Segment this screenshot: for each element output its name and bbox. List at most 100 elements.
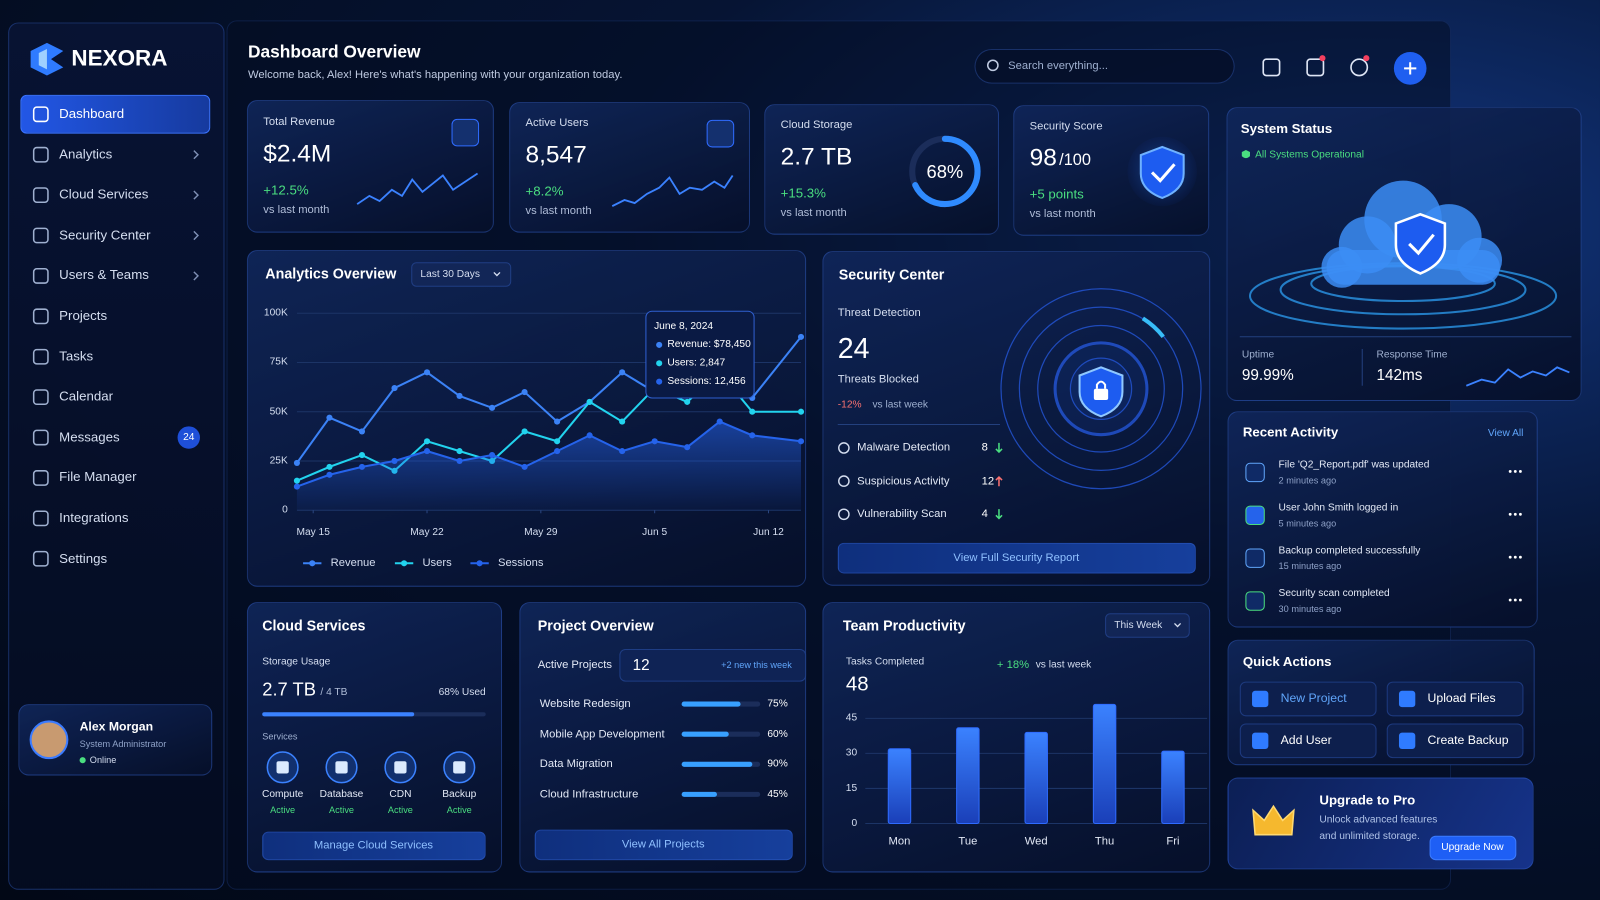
- service-name: CDN: [389, 789, 412, 801]
- kpi-note: vs last month: [263, 203, 330, 216]
- service-name: Backup: [442, 789, 477, 801]
- y-tick-label: 0: [851, 817, 858, 829]
- project-pct: 45%: [767, 788, 788, 800]
- activity-time: 2 minutes ago: [1278, 475, 1337, 486]
- kpi-label: Total Revenue: [263, 115, 336, 129]
- x-tick-label: May 22: [410, 526, 444, 539]
- kpi-label: Active Users: [525, 117, 589, 130]
- button-label[interactable]: Upgrade Now: [1441, 842, 1504, 854]
- nav-item[interactable]: Integrations: [59, 509, 129, 526]
- range-label[interactable]: This Week: [1114, 619, 1163, 631]
- kpi-value: 8,547: [525, 141, 587, 169]
- legend-label: Sessions: [497, 556, 544, 570]
- nav-item[interactable]: Cloud Services: [59, 186, 149, 202]
- item-label: Malware Detection: [857, 441, 951, 454]
- tooltip-date: June 8, 2024: [654, 320, 714, 332]
- action-label[interactable]: New Project: [1280, 690, 1347, 706]
- count-label: Threats Blocked: [837, 373, 919, 386]
- panel-title: Project Overview: [537, 617, 654, 634]
- project-button[interactable]: [534, 829, 793, 861]
- subtitle: Threat Detection: [837, 306, 921, 320]
- item-count: 8: [981, 441, 988, 454]
- service-name: Database: [319, 789, 364, 801]
- status-text: All Systems Operational: [1255, 149, 1364, 161]
- storage-used: 2.7 TB: [262, 679, 317, 700]
- nav-item[interactable]: Settings: [59, 550, 108, 566]
- project-name: Mobile App Development: [539, 727, 665, 740]
- search-box[interactable]: [974, 48, 1235, 84]
- item-label: Suspicious Activity: [857, 474, 950, 487]
- nav-item[interactable]: Projects: [59, 307, 108, 323]
- kpi-value: 2.7 TB: [780, 143, 853, 171]
- y-tick-label: 15: [845, 782, 858, 794]
- activity-text: User John Smith logged in: [1278, 502, 1399, 514]
- nav-item[interactable]: File Manager: [59, 469, 137, 485]
- x-tick-label: May 29: [524, 526, 558, 539]
- upgrade-title: Upgrade to Pro: [1319, 792, 1416, 808]
- action-label[interactable]: Upload Files: [1427, 690, 1496, 706]
- page-title: Dashboard Overview: [247, 42, 421, 62]
- project-pct: 60%: [767, 728, 788, 740]
- service-name: Compute: [261, 789, 304, 801]
- activity-time: 15 minutes ago: [1278, 561, 1342, 572]
- x-tick-label: Jun 12: [753, 526, 784, 539]
- button-label[interactable]: View Full Security Report: [953, 551, 1080, 564]
- security-button[interactable]: [837, 542, 1196, 574]
- brand: NEXORA: [71, 45, 168, 71]
- x-tick-label: Wed: [1024, 835, 1048, 848]
- cloud-button[interactable]: [262, 831, 486, 861]
- activity-text: File 'Q2_Report.pdf' was updated: [1278, 459, 1430, 471]
- active-new: +2 new this week: [721, 660, 792, 671]
- tasks-count: 48: [845, 672, 869, 696]
- panel-title: Team Productivity: [842, 617, 966, 634]
- storage-label: Storage Usage: [262, 656, 331, 668]
- y-tick-label: 100K: [263, 307, 288, 319]
- search-placeholder[interactable]: Search everything...: [1008, 59, 1108, 73]
- gauge-label: 68%: [926, 161, 964, 183]
- kpi-change: +15.3%: [780, 185, 826, 201]
- kpi-max: /100: [1059, 151, 1091, 170]
- threat-count: 24: [837, 332, 870, 365]
- metric-label: Response Time: [1376, 349, 1448, 361]
- legend-label: Revenue: [330, 556, 376, 570]
- tooltip-line: Users: 2,847: [667, 357, 726, 369]
- nav-item[interactable]: Tasks: [59, 348, 94, 364]
- tooltip-line: Sessions: 12,456: [667, 375, 746, 387]
- view-all[interactable]: View All: [1487, 427, 1524, 440]
- user-status: Online: [89, 754, 117, 766]
- range-label[interactable]: Last 30 Days: [420, 268, 480, 280]
- upgrade-button[interactable]: [1429, 835, 1517, 861]
- button-label[interactable]: Manage Cloud Services: [313, 839, 434, 852]
- y-tick-label: 25K: [269, 455, 288, 467]
- panel-title: Quick Actions: [1242, 653, 1332, 669]
- action-label[interactable]: Create Backup: [1427, 732, 1509, 748]
- nav-item[interactable]: Users & Teams: [59, 267, 149, 283]
- item-count: 12: [981, 474, 995, 487]
- metric-label: Uptime: [1241, 349, 1275, 361]
- activity-panel: [1227, 411, 1538, 628]
- nav-item[interactable]: Messages: [59, 428, 120, 445]
- kpi-change: +8.2%: [525, 183, 564, 199]
- upgrade-text: Unlock advanced features and unlimited s…: [1319, 814, 1438, 842]
- project-pct: 90%: [767, 758, 788, 770]
- tooltip-line: Revenue: $78,450: [667, 339, 751, 351]
- button-label[interactable]: View All Projects: [621, 838, 705, 851]
- nav-item[interactable]: Dashboard: [59, 105, 125, 121]
- nav-item[interactable]: Calendar: [59, 388, 114, 404]
- nav-item[interactable]: Security Center: [59, 226, 151, 243]
- kpi-label: Security Score: [1029, 120, 1103, 133]
- cloud-panel: [246, 602, 503, 873]
- kpi-note: vs last month: [525, 204, 592, 218]
- user-name: Alex Morgan: [79, 719, 154, 734]
- storage-total: / 4 TB: [320, 686, 348, 699]
- panel-title: Security Center: [838, 266, 945, 283]
- action-label[interactable]: Add User: [1280, 732, 1332, 748]
- project-name: Cloud Infrastructure: [539, 787, 639, 801]
- active-label: Active Projects: [537, 658, 612, 672]
- panel-title: Analytics Overview: [265, 265, 397, 282]
- item-label: Vulnerability Scan: [857, 507, 947, 521]
- nav-active[interactable]: [20, 94, 211, 134]
- x-tick-label: Jun 5: [642, 526, 668, 539]
- nav-item[interactable]: Analytics: [59, 146, 113, 162]
